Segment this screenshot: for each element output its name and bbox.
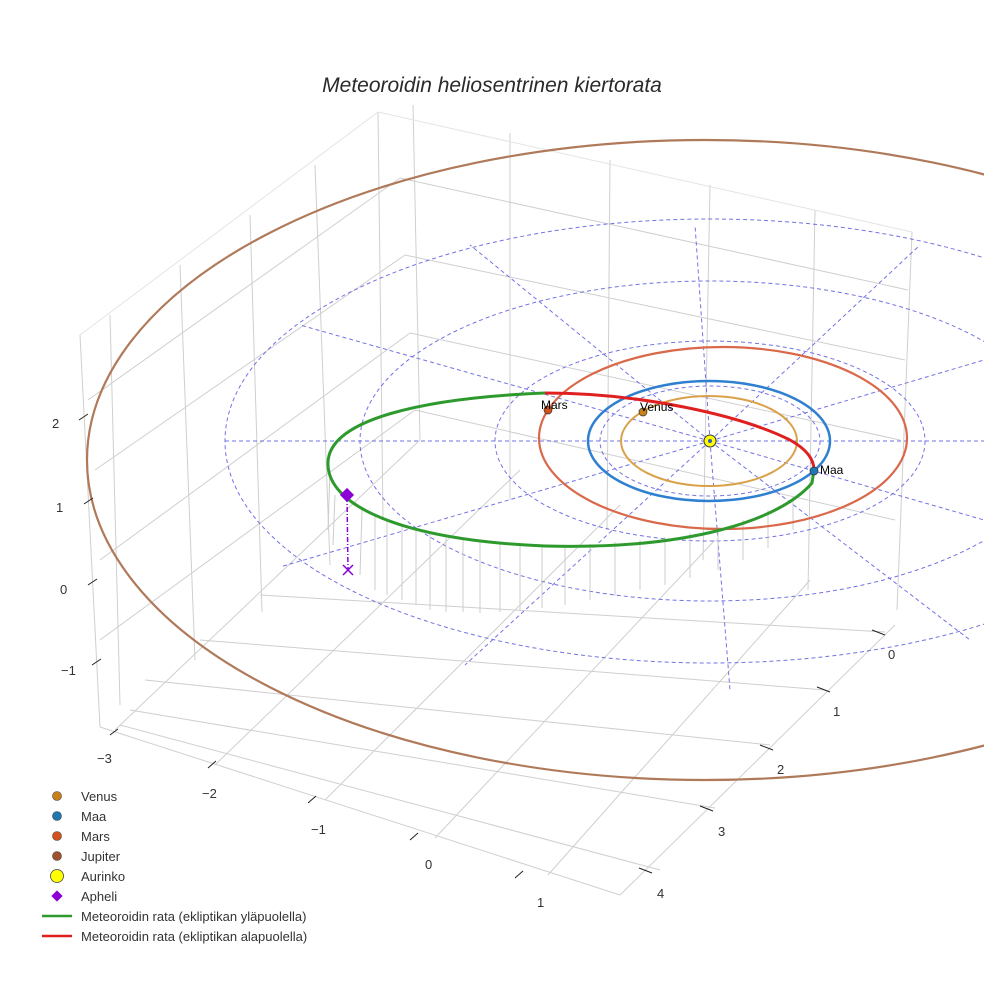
red-line-icon — [42, 934, 72, 938]
z-axis: 2 1 0 −1 — [52, 413, 102, 678]
legend: Venus Maa Mars Jupiter Aurinko Apheli Me… — [38, 786, 307, 946]
legend-item-apheli[interactable]: Apheli — [38, 886, 307, 906]
earth-marker[interactable] — [809, 466, 819, 476]
y-tick-0: 0 — [888, 647, 895, 662]
legend-item-jupiter[interactable]: Jupiter — [38, 846, 307, 866]
legend-item-maa[interactable]: Maa — [38, 806, 307, 826]
venus-label: Venus — [640, 400, 673, 414]
x-tick-0: 0 — [425, 857, 432, 872]
drop-lines — [327, 469, 794, 613]
venus-marker[interactable] — [638, 407, 648, 417]
box-grid — [79, 104, 913, 896]
venus-orbit — [620, 395, 798, 487]
x-tick-neg3: −3 — [97, 751, 112, 766]
legend-label: Jupiter — [81, 848, 121, 864]
earth-orbit — [586, 379, 832, 503]
z-tick-1: 1 — [56, 500, 63, 515]
mars-dot-icon — [52, 831, 62, 841]
diamond-icon — [51, 890, 63, 902]
earth-dot-icon — [52, 811, 62, 821]
mars-marker[interactable] — [543, 405, 553, 415]
mars-label: Mars — [541, 398, 568, 412]
legend-item-orbit-below[interactable]: Meteoroidin rata (ekliptikan alapuolella… — [38, 926, 307, 946]
sun-dot-icon — [50, 869, 64, 883]
x-tick-1: 1 — [537, 895, 544, 910]
jupiter-dot-icon — [52, 851, 62, 861]
legend-item-aurinko[interactable]: Aurinko — [38, 866, 307, 886]
y-tick-4: 4 — [657, 886, 664, 901]
venus-dot-icon — [52, 791, 62, 801]
y-tick-2: 2 — [777, 762, 784, 777]
meteoroid-orbit-below — [544, 391, 816, 471]
legend-label: Meteoroidin rata (ekliptikan yläpuolella… — [81, 908, 307, 924]
chart-title: Meteoroidin heliosentrinen kiertorata — [322, 74, 662, 97]
z-tick-neg1: −1 — [61, 663, 76, 678]
aphelion-projection-x-icon — [342, 564, 354, 576]
x-tick-neg1: −1 — [311, 822, 326, 837]
y-tick-1: 1 — [833, 704, 840, 719]
x-axis: −3 −2 −1 0 1 — [97, 728, 544, 910]
legend-label: Mars — [81, 828, 110, 844]
y-tick-3: 3 — [718, 824, 725, 839]
aphelion-drop-line — [346, 496, 349, 571]
aphelion-marker[interactable] — [339, 487, 355, 503]
y-axis: 0 1 2 3 4 — [638, 629, 895, 901]
legend-item-orbit-above[interactable]: Meteoroidin rata (ekliptikan yläpuolella… — [38, 906, 307, 926]
jupiter-orbit — [86, 138, 984, 782]
z-tick-0: 0 — [60, 582, 67, 597]
legend-item-mars[interactable]: Mars — [38, 826, 307, 846]
green-line-icon — [42, 914, 72, 918]
meteoroid-orbit-above — [326, 391, 816, 548]
ecliptic-grid — [224, 218, 984, 691]
legend-label: Aurinko — [81, 868, 126, 884]
z-tick-2: 2 — [52, 416, 59, 431]
legend-label: Apheli — [81, 888, 118, 904]
legend-label: Meteoroidin rata (ekliptikan alapuolella… — [81, 928, 308, 944]
sun-center-icon — [708, 439, 712, 443]
legend-label: Maa — [81, 808, 107, 824]
legend-label: Venus — [81, 788, 118, 804]
x-tick-neg2: −2 — [202, 786, 217, 801]
legend-item-venus[interactable]: Venus — [38, 786, 307, 806]
earth-label: Maa — [820, 463, 844, 477]
